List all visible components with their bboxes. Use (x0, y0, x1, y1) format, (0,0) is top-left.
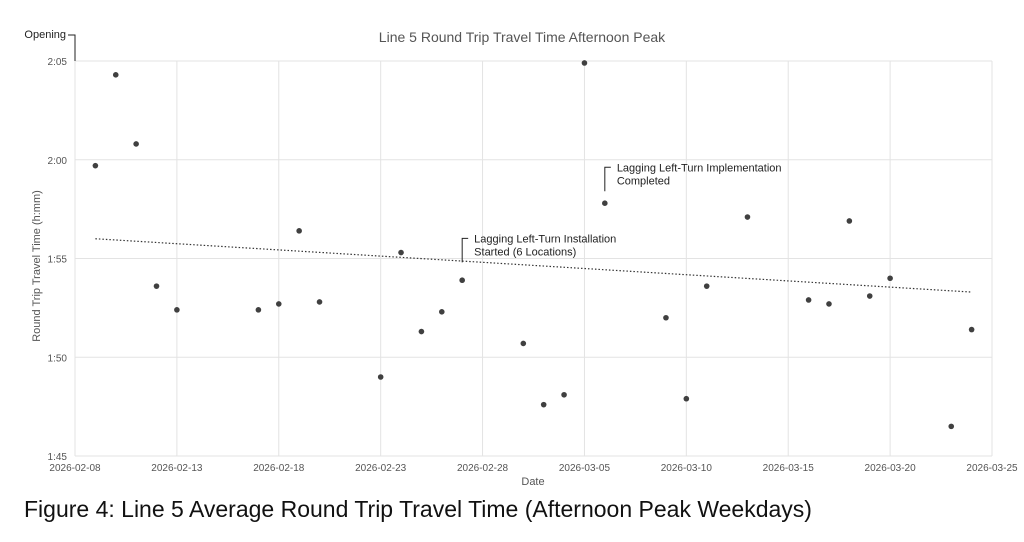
chart-title: Line 5 Round Trip Travel Time Afternoon … (379, 29, 666, 45)
annotation-text: Lagging Left-Turn Implementation (617, 162, 782, 174)
data-point (948, 423, 955, 430)
data-point (296, 228, 302, 234)
y-tick-labels: 1:45 1:50 1:55 2:00 2:05 (48, 57, 68, 463)
data-point (316, 299, 323, 305)
y-tick-label: 2:05 (48, 57, 68, 68)
x-tick-label: 2026-02-18 (253, 463, 305, 474)
y-tick-label: 1:45 (48, 452, 68, 463)
data-point (255, 307, 262, 313)
annotation-text: Completed (617, 175, 670, 187)
data-point (520, 340, 527, 347)
x-tick-label: 2026-03-10 (661, 463, 713, 474)
x-tick-label: 2026-02-13 (151, 463, 203, 474)
x-tick-label: 2026-02-28 (457, 463, 509, 474)
x-tick-labels: 2026-02-08 2026-02-13 2026-02-18 2026-02-23… (49, 463, 1018, 474)
trendline (95, 238, 972, 293)
data-point (602, 200, 608, 206)
data-point (133, 141, 139, 147)
annotation-leader (68, 34, 76, 61)
annotation-text: Lagging Left-Turn Installation (474, 233, 616, 245)
y-tick-label: 2:00 (48, 156, 68, 167)
data-point (866, 293, 873, 299)
x-tick-label: 2026-02-23 (355, 463, 407, 474)
data-point (805, 297, 812, 303)
data-point (846, 218, 853, 224)
x-tick-label: 2026-03-15 (763, 463, 815, 474)
data-point (153, 283, 160, 289)
data-point (540, 401, 547, 408)
data-point (275, 301, 282, 307)
data-point (887, 275, 893, 282)
annotation-text: Opening (24, 29, 66, 41)
annotations: Opening Lagging Left-Turn InstallationSta… (24, 29, 782, 263)
data-point (703, 283, 710, 289)
data-point (581, 60, 588, 66)
data-point (377, 374, 384, 380)
x-tick-label: 2026-03-05 (559, 463, 611, 474)
data-point (826, 301, 832, 307)
y-tick-label: 1:55 (48, 255, 68, 266)
data-point (683, 395, 690, 402)
data-point (112, 72, 119, 78)
y-axis-title: Round Trip Travel Time (h:mm) (31, 190, 43, 342)
scatter-chart: Line 5 Round Trip Travel Time Afternoon … (24, 29, 1018, 488)
annotation-text: Started (6 Locations) (474, 246, 576, 258)
data-point (744, 214, 751, 220)
data-point (439, 309, 445, 315)
x-tick-label: 2026-03-20 (865, 463, 917, 474)
annotation-leader (461, 237, 469, 263)
x-tick-label: 2026-03-25 (966, 463, 1018, 474)
data-point (92, 162, 99, 169)
trendline-layer (95, 238, 972, 293)
data-point (663, 314, 669, 321)
data-point (968, 326, 975, 333)
data-point (459, 277, 465, 284)
annotation-leader (604, 166, 611, 192)
figure-caption: Figure 4: Line 5 Average Round Trip Trav… (24, 496, 812, 522)
annotation: Lagging Left-Turn ImplementationComplete… (604, 162, 782, 192)
data-points (92, 60, 975, 430)
y-tick-label: 1:50 (48, 353, 68, 364)
data-point (418, 328, 425, 335)
x-axis-title: Date (521, 476, 544, 488)
data-point (174, 307, 180, 313)
annotation: Opening (24, 29, 76, 61)
data-point (561, 391, 567, 398)
data-point (398, 249, 404, 256)
x-tick-label: 2026-02-08 (49, 463, 101, 474)
grid-lines (74, 60, 993, 457)
